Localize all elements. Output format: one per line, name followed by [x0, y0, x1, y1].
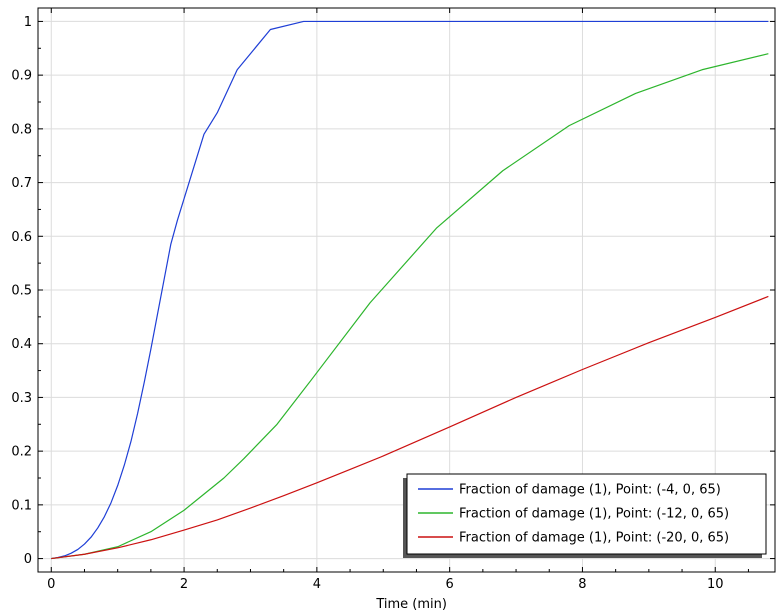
x-tick-label: 2	[180, 577, 188, 592]
y-tick-label: 0.7	[11, 176, 32, 191]
series-line-3	[51, 295, 769, 560]
y-tick-label: 0	[24, 552, 32, 567]
legend-label-1: Fraction of damage (1), Point: (-4, 0, 6…	[459, 483, 721, 498]
grid-lines	[38, 8, 775, 572]
series-group	[51, 20, 769, 560]
x-tick-label: 8	[578, 577, 586, 592]
y-tick-label: 0.2	[11, 445, 32, 460]
legend: Fraction of damage (1), Point: (-4, 0, 6…	[403, 473, 767, 558]
legend-box	[406, 473, 767, 555]
y-tick-label: 0.4	[11, 337, 32, 352]
y-tick-label: 1	[24, 15, 32, 30]
legend-label-2: Fraction of damage (1), Point: (-12, 0, …	[459, 507, 729, 522]
y-tick-label: 0.3	[11, 391, 32, 406]
x-tick-label: 0	[47, 577, 55, 592]
y-tick-label: 0.6	[11, 230, 32, 245]
legend-label-3: Fraction of damage (1), Point: (-20, 0, …	[459, 531, 729, 546]
x-tick-label: 4	[313, 577, 321, 592]
series-line-1	[51, 20, 769, 560]
x-tick-label: 6	[446, 577, 454, 592]
y-tick-label: 0.5	[11, 284, 32, 299]
x-tick-label: 10	[707, 577, 724, 592]
y-tick-label: 0.8	[11, 122, 32, 137]
axis-ticks: 0 2 4 6 8 10 0 0.1 0.2 0.3 0.4 0.5 0.6 0.7 0.8 0.9 1	[11, 8, 775, 592]
x-axis-title: Time (min)	[375, 597, 447, 611]
y-tick-label: 0.9	[11, 69, 32, 84]
y-tick-label: 0.1	[11, 498, 32, 513]
series-line-2	[51, 53, 769, 560]
